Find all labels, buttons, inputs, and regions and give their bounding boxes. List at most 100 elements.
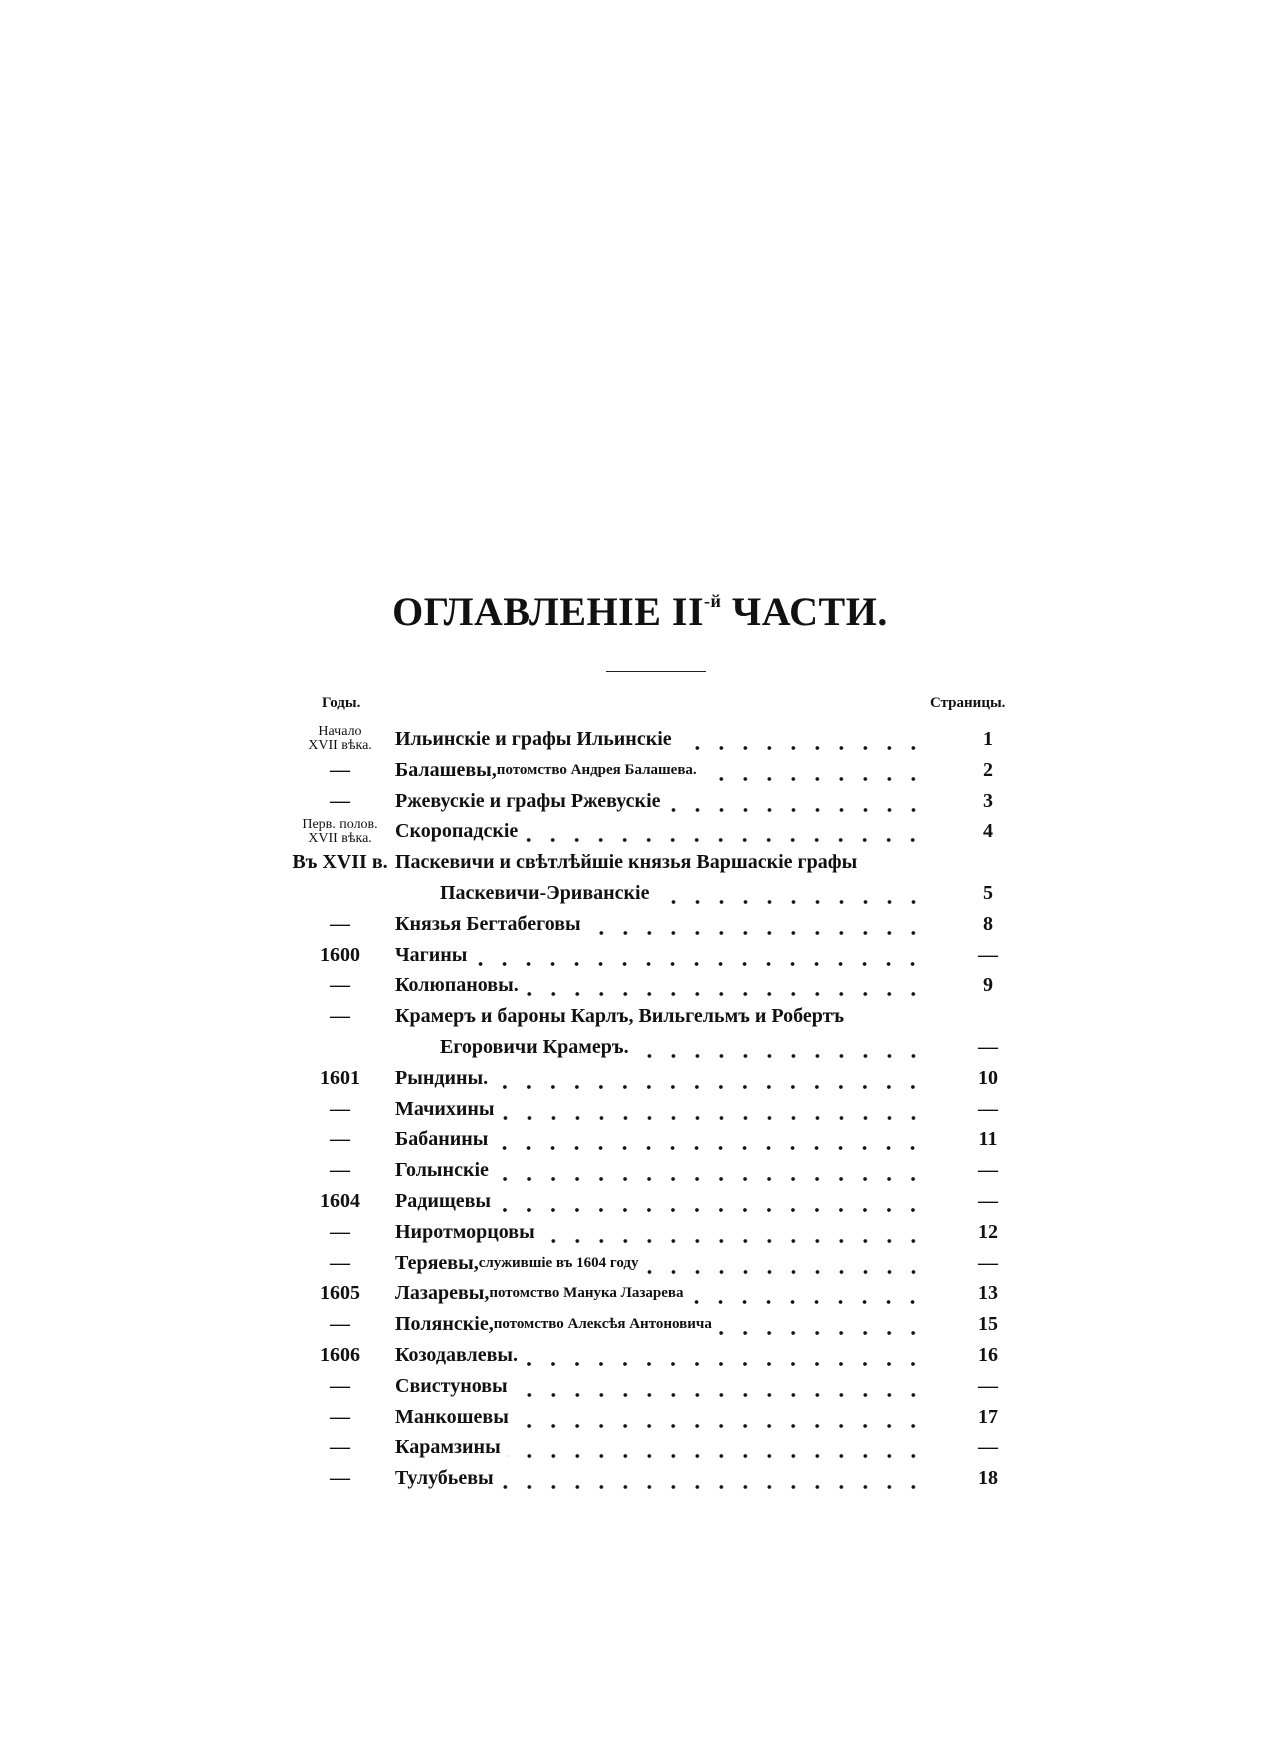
toc-entry: — Бабанины 11 bbox=[290, 1124, 1030, 1156]
entry-year-line: 1600 bbox=[320, 943, 360, 966]
dot-leader bbox=[513, 1370, 925, 1402]
entry-title-continuation: Егоровичи Крамеръ. bbox=[440, 1031, 925, 1063]
entry-year: 1601 bbox=[290, 1063, 390, 1094]
entry-title-text: Лазаревы, bbox=[395, 1282, 490, 1305]
entry-year-line: — bbox=[330, 789, 350, 812]
entry-year: — bbox=[290, 1217, 390, 1248]
entry-page: — bbox=[978, 1436, 998, 1459]
dot-leader bbox=[514, 1401, 925, 1433]
entry-title: Паскевичи и свѣтлѣйшіе князья Варшаскіе … bbox=[395, 847, 925, 878]
toc-entry: 1605 Лазаревы, потомство Манука Лазарева 1… bbox=[290, 1278, 1030, 1310]
entry-title: Чагины bbox=[395, 939, 925, 971]
entry-title-text: Скоропадскіе bbox=[395, 820, 519, 843]
entry-note: потомство Андрея Балашева. bbox=[496, 761, 697, 778]
entry-page: — bbox=[978, 1189, 998, 1212]
dot-leader bbox=[655, 877, 925, 909]
toc-entry: Начало XVII вѣка. Ильинскіе и графы Ильинс… bbox=[290, 724, 1030, 755]
entry-title-text: Ильинскіе и графы Ильинскіе bbox=[395, 728, 672, 750]
dot-leader bbox=[689, 1278, 925, 1310]
entry-title: Теряевы, служившіе въ 1604 году bbox=[395, 1247, 925, 1279]
toc-entry: — Колюпановы. 9 bbox=[290, 970, 1030, 1002]
entry-year: 1600 bbox=[290, 940, 390, 971]
entry-year: 1606 bbox=[290, 1340, 390, 1371]
entry-year-line: — bbox=[330, 758, 350, 781]
entry-title-continuation: Паскевичи-Эриванскіе bbox=[440, 877, 925, 909]
entry-year-line: — bbox=[330, 1128, 350, 1151]
entry-year: 1605 bbox=[290, 1278, 390, 1309]
entry-title-text: Паскевичи и свѣтлѣйшіе князья Варшаскіе … bbox=[395, 851, 858, 874]
entry-year: — bbox=[290, 1094, 390, 1125]
entry-title: Манкошевы bbox=[395, 1401, 925, 1433]
entry-title: Колюпановы. bbox=[395, 970, 925, 1002]
title-divider bbox=[606, 671, 706, 672]
dot-leader bbox=[473, 939, 925, 971]
toc-entry: — Карамзины — bbox=[290, 1432, 1030, 1464]
entry-title: Крамеръ и бароны Карлъ, Вильгельмъ и Роб… bbox=[395, 1001, 925, 1032]
toc-entry: 1600 Чагины — bbox=[290, 939, 1030, 971]
entry-year-line: — bbox=[330, 1467, 350, 1490]
toc-entry: — Теряевы, служившіе въ 1604 году — bbox=[290, 1247, 1030, 1279]
entry-page: 10 bbox=[978, 1066, 998, 1089]
entry-year: 1604 bbox=[290, 1186, 390, 1217]
dot-leader bbox=[717, 1309, 925, 1340]
entry-year: — bbox=[290, 1463, 390, 1494]
toc-entry: Въ XVII в. Паскевичи и свѣтлѣйшіе князья … bbox=[290, 847, 1030, 878]
dot-leader bbox=[702, 754, 925, 786]
entry-page: — bbox=[978, 1159, 998, 1182]
toc-entry: — Крамеръ и бароны Карлъ, Вильгельмъ и Ро… bbox=[290, 1001, 1030, 1032]
entry-continuation-text: Паскевичи-Эриванскіе bbox=[440, 881, 650, 904]
table-of-contents: Начало XVII вѣка. Ильинскіе и графы Ильинс… bbox=[290, 724, 1030, 1494]
entry-year-line: — bbox=[330, 1159, 350, 1182]
toc-entry: 1604 Радищевы — bbox=[290, 1185, 1030, 1217]
entry-title: Балашевы, потомство Андрея Балашева. bbox=[395, 754, 925, 786]
entry-title: Свистуновы bbox=[395, 1370, 925, 1402]
entry-title-text: Балашевы, bbox=[395, 758, 497, 781]
dot-leader bbox=[524, 970, 925, 1002]
dot-leader bbox=[524, 816, 925, 848]
entry-year-line: Начало bbox=[318, 724, 362, 740]
entry-year-line: 1605 bbox=[320, 1282, 360, 1305]
dot-leader bbox=[506, 1432, 925, 1464]
entry-title-text: Карамзины bbox=[395, 1436, 501, 1459]
dot-leader bbox=[494, 1124, 925, 1156]
entry-title: Полянскіе, потомство Алексѣя Антоновича bbox=[395, 1309, 925, 1340]
entry-note: потомство Алексѣя Антоновича bbox=[493, 1316, 712, 1333]
entry-year-line: 1606 bbox=[320, 1343, 360, 1366]
entry-year: Начало XVII вѣка. bbox=[290, 724, 390, 755]
entry-title: Рындины. bbox=[395, 1062, 925, 1094]
entry-title-text: Голынскіе bbox=[395, 1159, 489, 1182]
dot-leader bbox=[500, 1093, 925, 1125]
page-title: ОГЛАВЛЕНІЕ II-й ЧАСТИ. bbox=[0, 588, 1280, 635]
entry-page: — bbox=[978, 1097, 998, 1120]
toc-entry: — Голынскіе — bbox=[290, 1155, 1030, 1186]
entry-note: потомство Манука Лазарева bbox=[489, 1285, 684, 1302]
entry-page: 2 bbox=[983, 758, 993, 781]
entry-year: — bbox=[290, 1124, 390, 1155]
toc-entry: — Ржевускіе и графы Ржевускіе 3 bbox=[290, 785, 1030, 817]
entry-page: 8 bbox=[983, 912, 993, 935]
entry-year-line: — bbox=[330, 1436, 350, 1459]
toc-entry: — Мачихины — bbox=[290, 1093, 1030, 1125]
entry-year-line: 1604 bbox=[320, 1189, 360, 1212]
entry-page: 12 bbox=[978, 1220, 998, 1243]
entry-title-text: Тулубьевы bbox=[395, 1467, 494, 1490]
entry-page: 11 bbox=[978, 1128, 998, 1151]
toc-entry: — Ниротморцовы 12 bbox=[290, 1216, 1030, 1248]
entry-year: — bbox=[290, 1155, 390, 1186]
entry-page: 4 bbox=[983, 820, 993, 843]
entry-title-text: Свистуновы bbox=[395, 1374, 508, 1397]
title-main: ОГЛАВЛЕНІЕ II bbox=[392, 589, 705, 634]
toc-entry: — Свистуновы — bbox=[290, 1370, 1030, 1402]
entry-title-text: Козодавлевы. bbox=[395, 1343, 519, 1366]
entry-year: — bbox=[290, 1248, 390, 1279]
entry-year-line: — bbox=[330, 1005, 350, 1028]
entry-title-text: Чагины bbox=[395, 943, 468, 966]
dot-leader bbox=[524, 1339, 925, 1371]
entry-note: служившіе въ 1604 году bbox=[478, 1254, 639, 1271]
entry-title-text: Радищевы bbox=[395, 1189, 492, 1212]
dot-leader bbox=[494, 1155, 925, 1186]
entry-title: Козодавлевы. bbox=[395, 1339, 925, 1371]
entry-continuation-text: Егоровичи Крамеръ. bbox=[440, 1035, 629, 1058]
entry-title: Голынскіе bbox=[395, 1155, 925, 1186]
entry-year-line: — bbox=[330, 1374, 350, 1397]
